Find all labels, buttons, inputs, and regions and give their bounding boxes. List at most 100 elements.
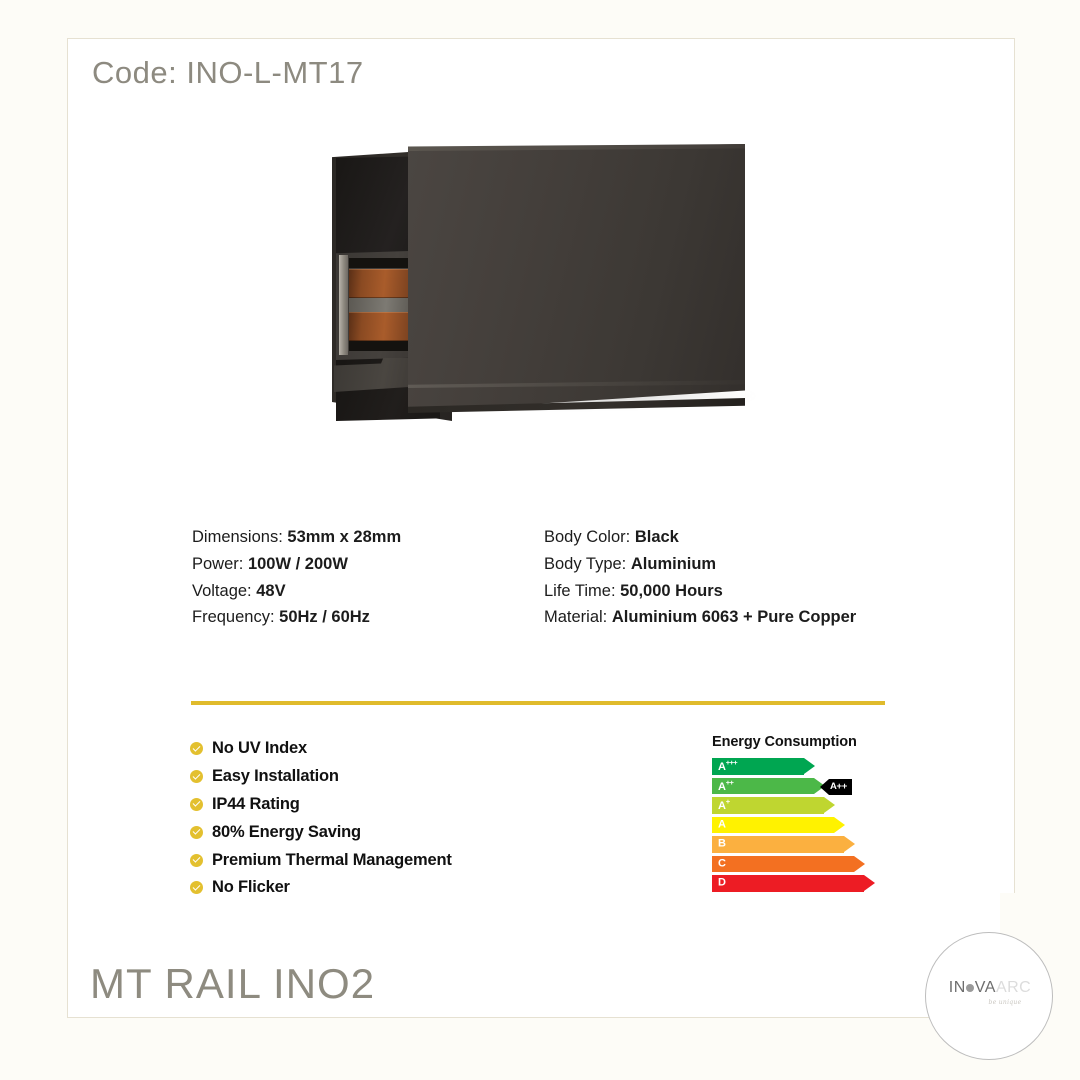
bar-body [712, 836, 844, 853]
bar-arrow-tip [804, 758, 815, 775]
rail-front-face [408, 144, 745, 412]
feature-label: 80% Energy Saving [212, 822, 361, 841]
section-slot-bottom [349, 341, 423, 351]
spec-label: Dimensions: [192, 528, 283, 546]
feature-label: Premium Thermal Management [212, 850, 452, 869]
energy-class-text: C [718, 857, 726, 870]
energy-class-bars: A+++ A++ A++ A+ A B C D [712, 758, 890, 895]
list-item: Easy Installation [190, 763, 452, 791]
bar-arrow-tip [814, 777, 825, 794]
check-circle-icon [190, 742, 203, 756]
check-circle-icon [190, 881, 203, 895]
bar-body [712, 797, 824, 814]
energy-class-bar-Aplus: A+ [712, 797, 890, 814]
list-item: 80% Energy Saving [190, 818, 452, 846]
energy-class-bar-B: B [712, 836, 890, 853]
spec-row: Power: 100W / 200W [192, 551, 401, 578]
spec-label: Frequency: [192, 608, 275, 627]
energy-class-bar-D: D [712, 875, 890, 892]
energy-consumption-label: Energy Consumption A+++ A++ A++ A+ A B C D [712, 734, 890, 895]
spec-value: Black [634, 528, 679, 546]
energy-class-text: D [718, 876, 726, 889]
spec-row: Body Type: Aluminium [544, 551, 856, 578]
feature-label: IP44 Rating [212, 794, 300, 813]
bar-arrow-tip [844, 836, 855, 853]
list-item: No UV Index [190, 735, 452, 763]
spec-label: Power: [192, 554, 244, 573]
spec-label: Material: [544, 608, 608, 627]
product-code: Code: INO-L-MT17 [92, 55, 364, 90]
bar-arrow-tip [824, 797, 835, 814]
list-item: Premium Thermal Management [190, 846, 452, 874]
spec-label: Life Time: [544, 581, 616, 600]
energy-label-title: Energy Consumption [712, 734, 857, 750]
check-circle-icon [190, 770, 203, 784]
spec-label: Body Type: [544, 554, 627, 573]
specs-column-left: Dimensions: 53mm x 28mm Power: 100W / 20… [192, 524, 401, 631]
section-divider [191, 701, 885, 705]
bar-arrow-tip [834, 816, 845, 833]
section-metal-rail-left [339, 255, 348, 355]
energy-class-bar-C: C [712, 855, 890, 872]
list-item: IP44 Rating [190, 791, 452, 819]
spec-row: Life Time: 50,000 Hours [544, 578, 856, 605]
check-circle-icon [190, 797, 203, 811]
spec-value: 53mm x 28mm [287, 528, 402, 546]
spec-value: 48V [256, 581, 286, 600]
spec-label: Body Color: [544, 528, 631, 546]
energy-class-bar-Aplusplus: A++ [712, 777, 890, 794]
spec-value: 50Hz / 60Hz [279, 608, 370, 627]
logo-circle-mark [966, 984, 975, 992]
feature-list: No UV Index Easy Installation IP44 Ratin… [190, 735, 452, 902]
logo-text-secondary: ARC [995, 979, 1032, 996]
rail-front-lip [408, 380, 745, 388]
marker-arrow-icon [820, 778, 829, 795]
specs-column-right: Body Color: Black Body Type: Aluminium L… [544, 524, 856, 631]
spec-value: Aluminium [630, 554, 717, 573]
logo-tagline: be unique [988, 999, 1022, 1006]
feature-label: No UV Index [212, 739, 307, 758]
energy-class-row: B [712, 836, 890, 856]
energy-class-row: A [712, 816, 890, 837]
energy-class-row: D [712, 875, 890, 895]
energy-class-selected-marker: A++ [820, 778, 853, 795]
spec-row: Frequency: 50Hz / 60Hz [192, 604, 401, 631]
energy-class-bar-A: A [712, 816, 890, 833]
spec-label: Voltage: [192, 581, 252, 600]
bar-body [712, 777, 814, 794]
bar-body [712, 758, 804, 775]
marker-body: A++ [829, 778, 853, 795]
bar-body [712, 816, 834, 833]
spec-row: Voltage: 48V [192, 578, 401, 605]
product-image [300, 130, 770, 430]
energy-class-row: A++ A++ [712, 777, 890, 798]
marker-label: A++ [830, 780, 848, 792]
spec-row: Body Color: Black [544, 524, 856, 551]
feature-label: No Flicker [212, 878, 290, 897]
spec-value: 50,000 Hours [620, 581, 723, 600]
energy-class-text: A [718, 818, 726, 831]
spec-row: Material: Aluminium 6063 + Pure Copper [544, 604, 856, 631]
energy-class-row: A+++ [712, 758, 890, 778]
check-circle-icon [190, 825, 203, 839]
rail-top-edge [408, 144, 745, 151]
energy-class-text: A++ [718, 777, 734, 793]
bar-body [712, 875, 864, 892]
bar-arrow-tip [854, 855, 865, 872]
energy-class-text: A+ [718, 797, 730, 813]
logo-text-primary: IN [948, 979, 966, 996]
energy-class-row: A+ [712, 797, 890, 817]
energy-class-text: A+++ [718, 758, 738, 774]
list-item: No Flicker [190, 874, 452, 902]
bar-body [712, 855, 854, 872]
logo-wordmark: IN VAARC [926, 980, 1054, 996]
energy-class-text: B [718, 837, 726, 850]
check-circle-icon [190, 853, 203, 867]
spec-row: Dimensions: 53mm x 28mm [192, 524, 401, 551]
spec-value: 100W / 200W [247, 554, 348, 573]
logo-text-primary-2: VA [974, 979, 996, 996]
aluminium-spacer [349, 298, 423, 312]
section-slot-top [349, 258, 423, 268]
bar-arrow-tip [864, 875, 875, 892]
